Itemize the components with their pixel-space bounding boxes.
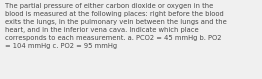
Text: The partial pressure of either carbon dioxide or oxygen in the
blood is measured: The partial pressure of either carbon di… bbox=[5, 3, 226, 49]
